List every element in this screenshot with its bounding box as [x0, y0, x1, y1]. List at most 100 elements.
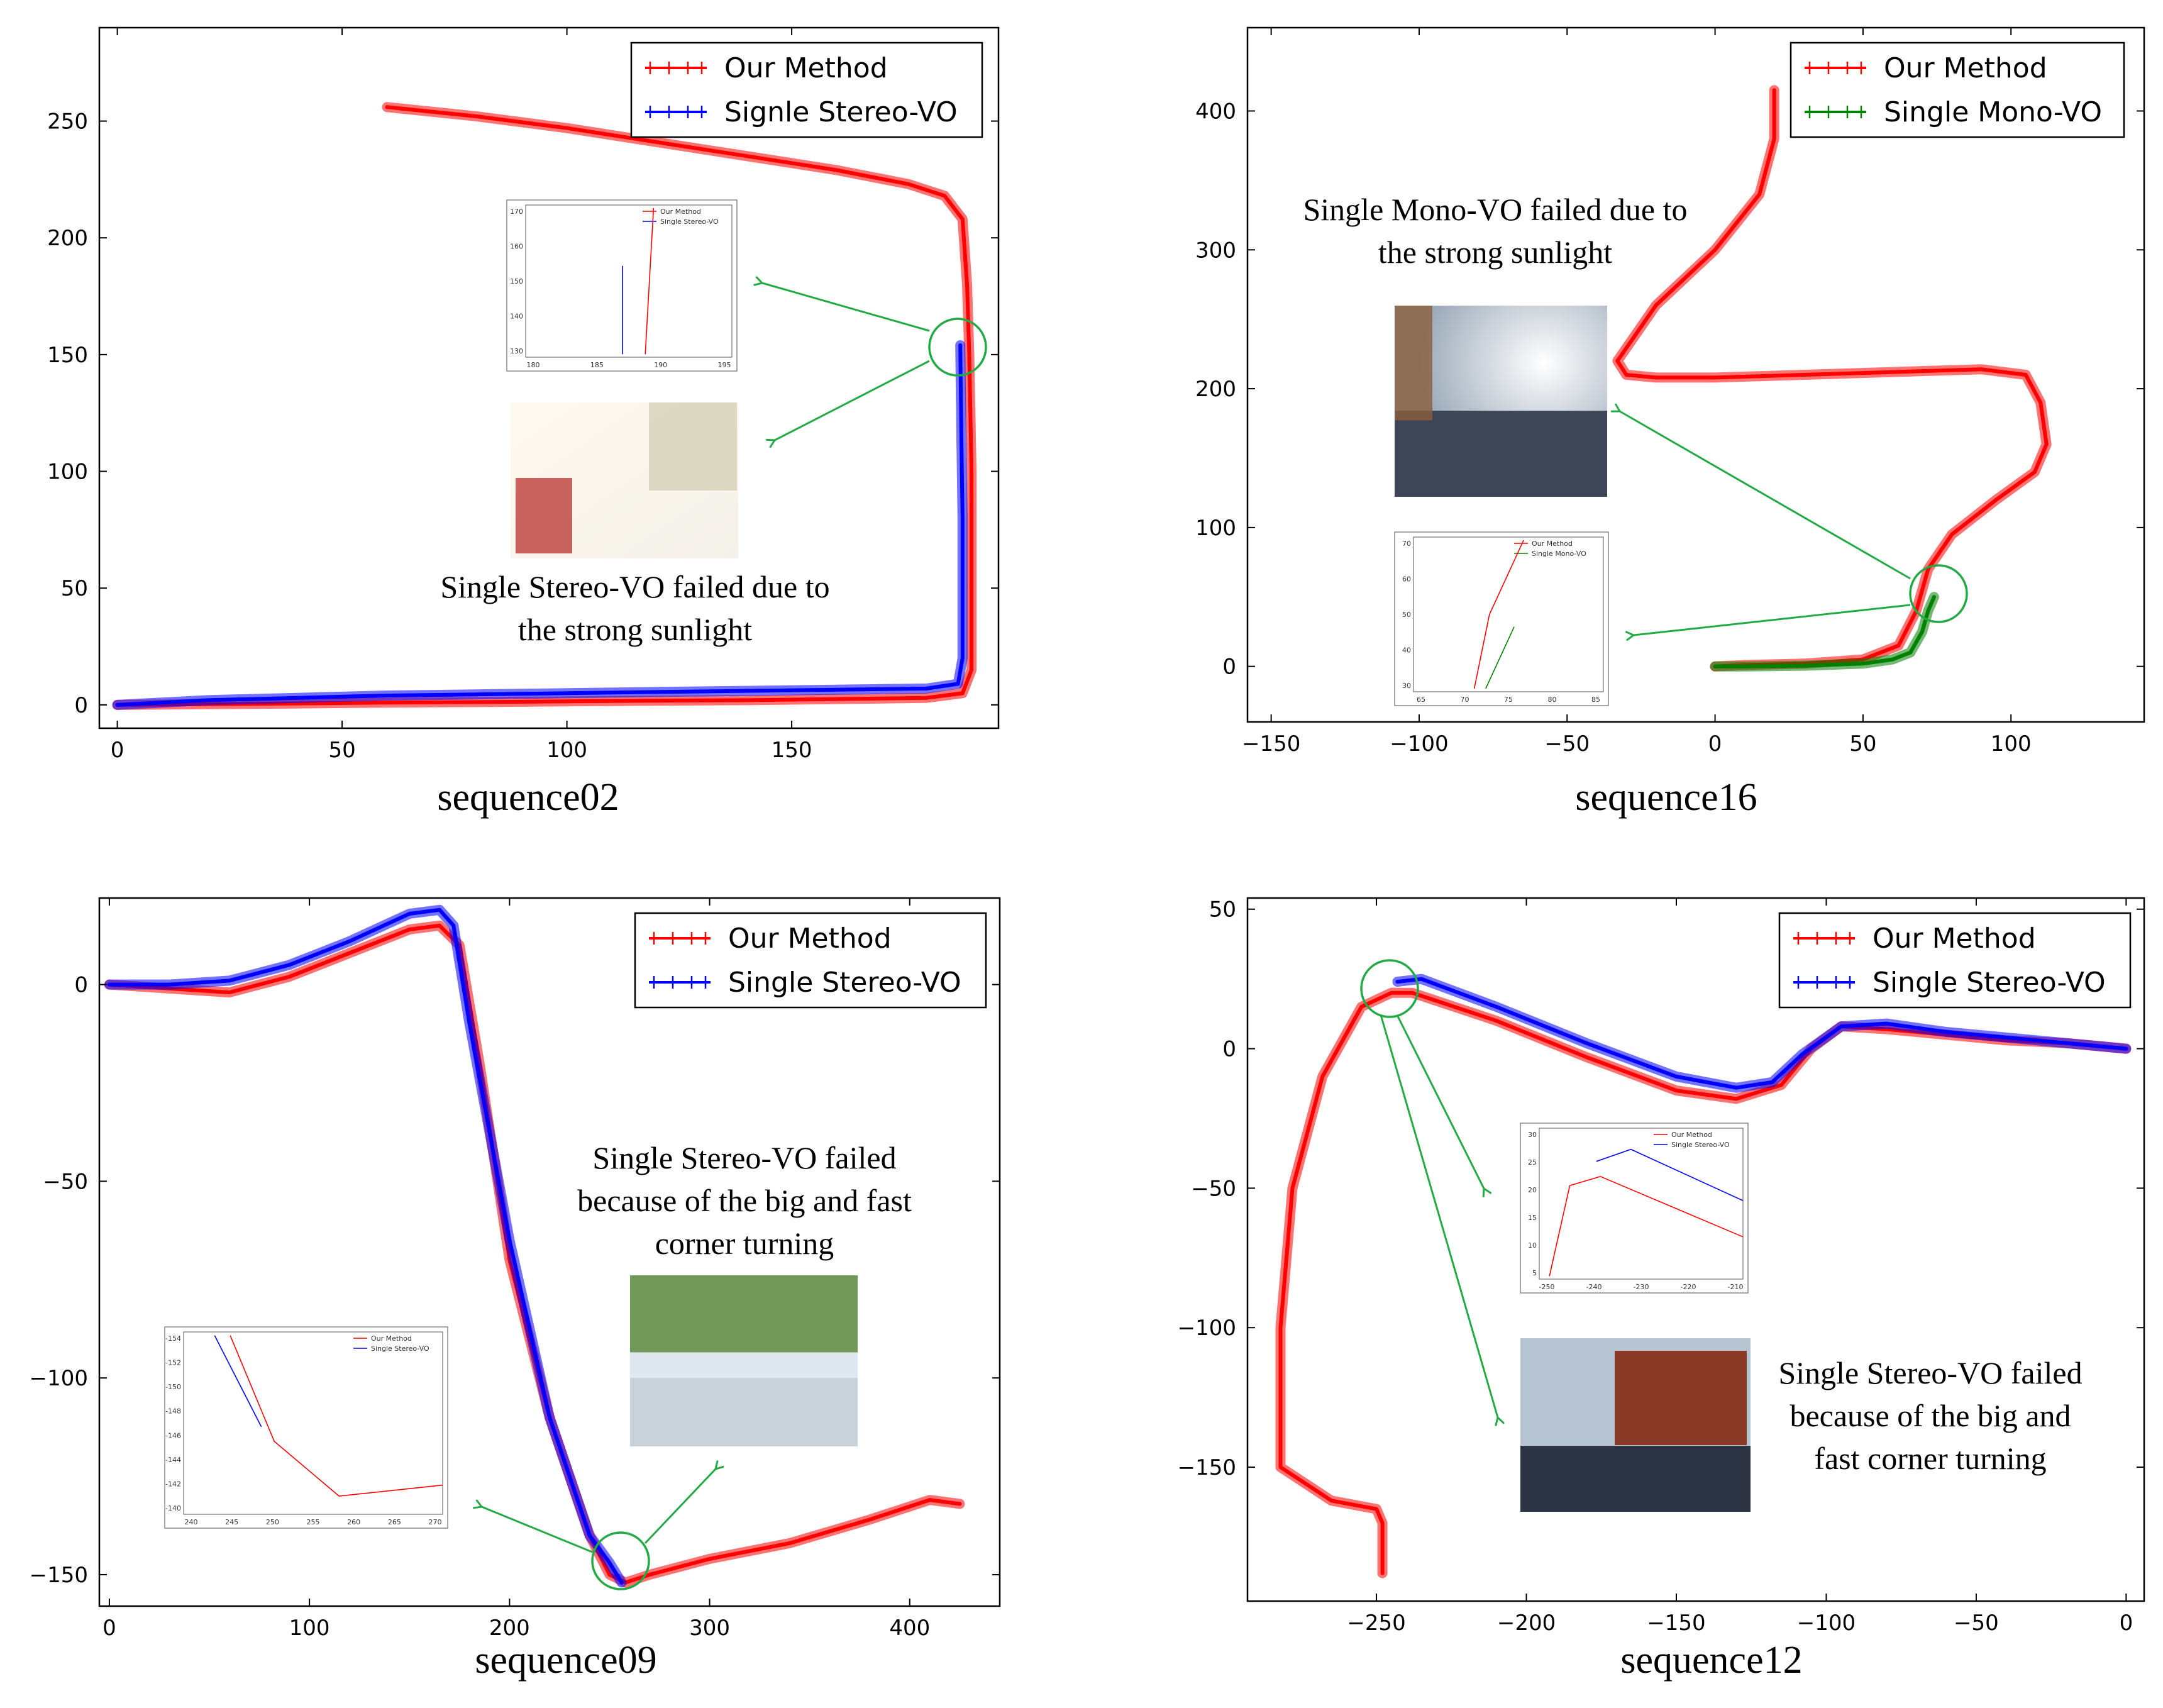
data-point	[1419, 977, 1424, 981]
inset-y-tick: -140	[165, 1504, 181, 1512]
annotation-text: fast corner turning	[1814, 1441, 2046, 1476]
photo-trees	[630, 1275, 858, 1353]
annotation-text: because of the big and fast	[577, 1183, 912, 1218]
data-point	[1801, 373, 1806, 377]
data-point	[407, 928, 412, 932]
data-point	[437, 907, 441, 912]
legend: Our Method Signle Stereo-VO	[630, 42, 983, 138]
data-point	[347, 939, 351, 943]
data-point	[1932, 595, 1936, 599]
legend-label: Single Stereo-VO	[728, 967, 961, 999]
data-point	[956, 682, 960, 686]
inset-legend-label: Single Mono-VO	[1532, 550, 1586, 558]
inset-y-tick: 10	[1528, 1241, 1537, 1250]
data-point	[2004, 1035, 2008, 1040]
data-point	[1734, 1085, 1739, 1090]
panel-sequence09: 0 100 200 300 400 −150 −100 −50 0 Our Method Singl…	[30, 897, 1001, 1682]
inset-x-tick: 260	[347, 1518, 360, 1526]
x-tick-label: −100	[1797, 1611, 1856, 1636]
data-point	[1742, 664, 1747, 668]
inset-x-tick: 65	[1417, 696, 1425, 704]
data-point	[1896, 643, 1901, 648]
data-point	[1890, 370, 1895, 374]
callout-arrow	[644, 1469, 716, 1544]
data-point	[295, 696, 299, 700]
panel-caption: sequence09	[475, 1639, 656, 1682]
inset-y-tick: 160	[510, 243, 523, 251]
inset-y-tick: 50	[1402, 611, 1411, 619]
data-point	[1380, 1571, 1385, 1575]
annotation-text: Single Stereo-VO failed	[592, 1140, 896, 1175]
panel-sequence16: −150 −100 −50 0 50 100 0 100 200 300 400 Our Method…	[1195, 26, 2145, 819]
callout-arrow	[482, 1507, 593, 1553]
y-tick-label: −100	[30, 1366, 88, 1391]
callout-arrow	[775, 360, 930, 440]
data-point	[958, 343, 963, 348]
data-point	[1380, 1521, 1385, 1525]
axes-frame	[98, 26, 1000, 729]
y-tick-label: 400	[1195, 99, 1236, 124]
data-point	[437, 923, 441, 928]
inset-x-tick: 250	[266, 1518, 279, 1526]
data-point	[1908, 650, 1913, 655]
inset-y-tick: 25	[1528, 1158, 1537, 1167]
plot-area	[112, 102, 977, 710]
data-point	[1290, 1186, 1295, 1190]
y-tick-label: 0	[74, 973, 88, 998]
camera-image	[1395, 306, 1607, 497]
highlight-circle	[1360, 959, 1419, 1018]
inset-y-tick: 5	[1532, 1269, 1537, 1277]
data-point	[648, 1572, 652, 1577]
data-point	[1654, 303, 1658, 308]
data-point	[167, 982, 172, 987]
inset-x-tick: 185	[590, 361, 604, 369]
y-tick-label: −50	[1191, 1176, 1236, 1201]
data-point	[1800, 1052, 1805, 1056]
data-point	[548, 1415, 551, 1419]
data-point	[1713, 664, 1717, 668]
data-point	[565, 126, 569, 130]
annotation-text: Single Stereo-VO failed	[1778, 1355, 2082, 1390]
legend-label: Our Method	[728, 923, 892, 955]
data-point	[385, 701, 389, 705]
y-tick-label: 50	[1209, 897, 1236, 923]
data-point	[1979, 367, 1984, 372]
legend: Our Method Single Mono-VO	[1790, 42, 2125, 138]
y-tick-label: 250	[47, 109, 88, 135]
x-tick-label: 100	[546, 738, 587, 763]
axes-frame	[98, 897, 1001, 1607]
y-tick-label: −50	[43, 1169, 88, 1194]
inset-y-tick: -152	[165, 1359, 181, 1367]
series-line-1	[1395, 977, 2128, 1090]
data-point	[2064, 1041, 2068, 1045]
data-point	[607, 1561, 612, 1565]
inset-axes	[1539, 1128, 1744, 1280]
data-point	[475, 700, 479, 704]
inset-x-tick: 240	[185, 1518, 198, 1526]
photo-car	[516, 478, 572, 553]
data-point	[2023, 373, 2028, 377]
x-tick-label: 0	[1708, 731, 1722, 757]
legend: Our Method Single Stereo-VO	[1778, 912, 2132, 1009]
legend-label: Single Mono-VO	[1884, 96, 2102, 128]
inset-axes	[183, 1331, 443, 1515]
y-tick-label: 100	[1195, 516, 1236, 541]
inset-y-tick: -144	[165, 1456, 181, 1464]
inset-legend-label: Our Method	[1532, 540, 1573, 548]
data-point	[970, 469, 974, 474]
data-point	[1772, 136, 1776, 141]
inset-y-tick: 70	[1402, 540, 1411, 548]
data-point	[475, 114, 479, 119]
inset-x-tick: 270	[429, 1518, 442, 1526]
legend-box	[1778, 912, 2132, 1009]
callout-arrow	[1396, 1014, 1484, 1189]
photo-road	[630, 1378, 858, 1446]
x-tick-label: −100	[1390, 731, 1448, 757]
data-point	[1494, 1005, 1498, 1009]
x-tick-label: −150	[1242, 731, 1300, 757]
data-point	[1375, 1507, 1379, 1511]
photo-foliage	[649, 402, 737, 491]
data-point	[287, 963, 292, 967]
inset-legend-label: Single Stereo-VO	[1671, 1141, 1730, 1149]
x-tick-label: 50	[328, 738, 355, 763]
